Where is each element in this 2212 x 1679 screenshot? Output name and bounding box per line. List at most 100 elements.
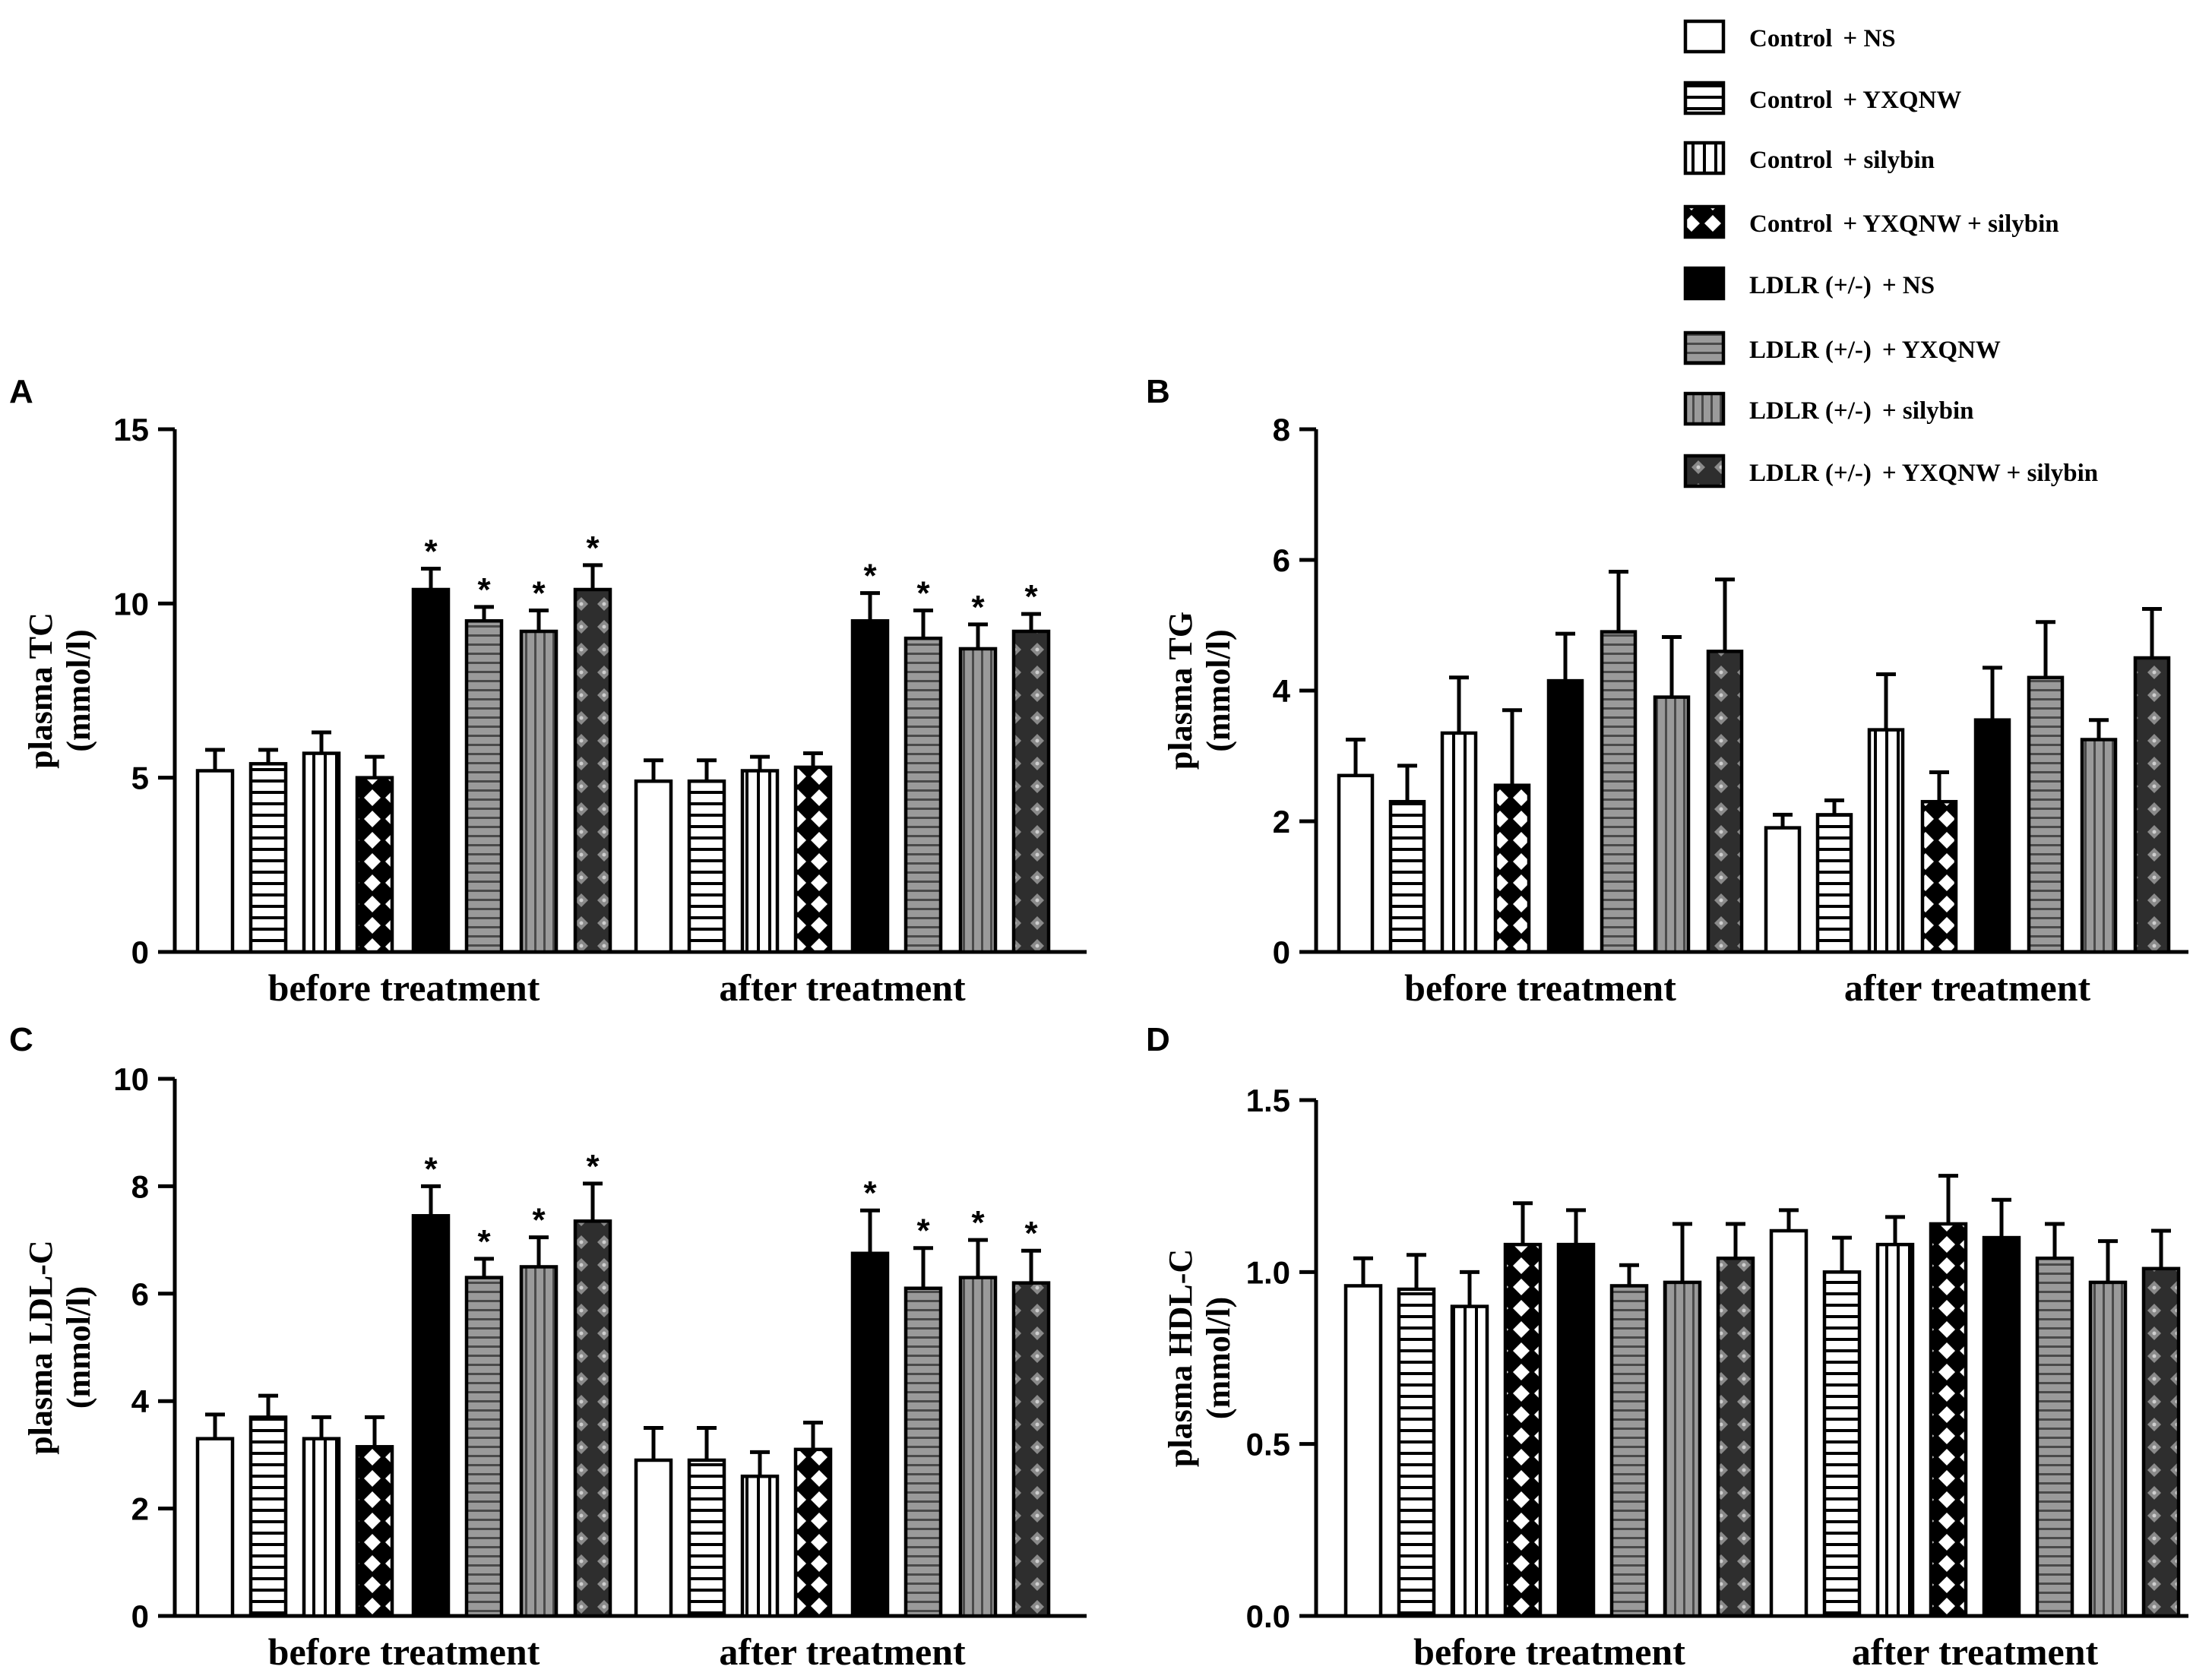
significance-star: * bbox=[424, 1150, 438, 1187]
y-axis-unit-label: (mmol/l) bbox=[1200, 629, 1237, 751]
x-category-label: before treatment bbox=[268, 966, 540, 1009]
chart-panel-d: D 0.0 0.5 1.0 1.5 plasma HDL-C (mmol/l) before … bbox=[1146, 1021, 2188, 1673]
bar bbox=[1663, 1280, 1702, 1618]
legend-item: LDLR (+/-) + YXQNW bbox=[1683, 330, 2001, 365]
bar bbox=[1815, 813, 1853, 954]
bar bbox=[355, 776, 394, 954]
bar-group-before bbox=[1337, 569, 1744, 954]
bar bbox=[411, 587, 451, 954]
bar bbox=[1609, 1284, 1649, 1618]
bar-group-before: * * * * bbox=[195, 1148, 612, 1618]
bar bbox=[1653, 695, 1691, 954]
y-tick-label: 1.5 bbox=[1246, 1083, 1290, 1118]
bar bbox=[1397, 1287, 1436, 1618]
x-category-label: before treatment bbox=[1404, 966, 1676, 1009]
legend-label: Control + YXQNW bbox=[1749, 87, 1961, 114]
panel-letter: C bbox=[9, 1021, 33, 1058]
bar bbox=[1503, 1242, 1543, 1618]
y-tick-label: 0 bbox=[131, 934, 149, 970]
bar-group-after: * * * * bbox=[634, 1175, 1051, 1618]
bar-group-before: * * * * bbox=[195, 530, 612, 954]
legend-treatment: + NS bbox=[1882, 272, 1935, 299]
legend-treatment: + silybin bbox=[1882, 397, 1974, 425]
bar bbox=[634, 779, 673, 954]
legend: Control + NS Control + YXQNW Control + silybi… bbox=[1683, 19, 2098, 489]
bar bbox=[850, 619, 890, 954]
legend-swatch bbox=[1683, 19, 1726, 54]
bar bbox=[1764, 826, 1802, 954]
significance-star: * bbox=[1024, 1215, 1038, 1252]
y-axis-label: plasma HDL-C bbox=[1162, 1249, 1199, 1467]
bar bbox=[740, 1474, 780, 1618]
bar bbox=[573, 587, 612, 954]
bar bbox=[793, 1447, 833, 1618]
y-axis-label: plasma TC bbox=[22, 612, 59, 769]
bar bbox=[519, 629, 559, 954]
significance-star: * bbox=[477, 1223, 491, 1260]
bar bbox=[1440, 731, 1478, 954]
chart-panel-c: C 0 2 4 6 8 10 plasma LDL-C (mmol/l) * * * * before t… bbox=[9, 1021, 1087, 1673]
bar-group-after: * * * * bbox=[634, 558, 1051, 954]
y-tick-label: 0.0 bbox=[1246, 1598, 1290, 1634]
legend-item: Control + YXQNW + silybin bbox=[1683, 204, 2059, 239]
significance-star: * bbox=[863, 558, 877, 595]
bar bbox=[1769, 1228, 1809, 1618]
bar bbox=[195, 769, 235, 954]
bar bbox=[573, 1219, 612, 1618]
bar-group-after bbox=[1769, 1174, 2181, 1618]
bar bbox=[1822, 1270, 1862, 1618]
y-axis-unit-label: (mmol/l) bbox=[60, 1286, 97, 1409]
bar bbox=[1867, 728, 1905, 954]
legend-swatch bbox=[1683, 266, 1726, 301]
bar bbox=[634, 1458, 673, 1618]
y-tick-label: 0.5 bbox=[1246, 1427, 1290, 1462]
bar bbox=[519, 1265, 559, 1618]
legend-label: Control + YXQNW + silybin bbox=[1749, 210, 2059, 238]
bar bbox=[2080, 738, 2118, 954]
chart-panel-a: A 0 5 10 15 plasma TC (mmol/l) * * * * before treat… bbox=[9, 373, 1087, 1009]
legend-group: LDLR (+/-) bbox=[1749, 460, 1872, 487]
bar bbox=[464, 619, 504, 954]
y-tick-label: 1.0 bbox=[1246, 1254, 1290, 1290]
legend-label: Control + NS bbox=[1749, 25, 1896, 52]
legend-group: LDLR (+/-) bbox=[1749, 337, 1872, 364]
y-tick-label: 4 bbox=[131, 1383, 150, 1419]
y-axis-label: plasma TG bbox=[1162, 612, 1199, 770]
significance-star: * bbox=[971, 1204, 985, 1241]
y-axis-unit-label: (mmol/l) bbox=[1200, 1297, 1237, 1419]
bar bbox=[958, 1276, 998, 1618]
bar bbox=[1337, 773, 1375, 954]
bar bbox=[1706, 650, 1744, 954]
bar bbox=[248, 1415, 288, 1618]
bar bbox=[302, 1437, 341, 1618]
legend-treatment: + YXQNW + silybin bbox=[1843, 210, 2059, 238]
x-category-label: after treatment bbox=[719, 1630, 966, 1673]
legend-swatch bbox=[1683, 81, 1726, 115]
y-tick-label: 6 bbox=[131, 1276, 149, 1312]
x-category-label: before treatment bbox=[268, 1630, 540, 1673]
y-tick-label: 2 bbox=[131, 1491, 149, 1527]
significance-star: * bbox=[863, 1175, 877, 1212]
bar bbox=[2035, 1256, 2074, 1618]
bar bbox=[958, 647, 998, 954]
legend-group: Control bbox=[1749, 25, 1832, 52]
bar bbox=[1600, 630, 1638, 954]
bar bbox=[687, 1458, 726, 1618]
significance-star: * bbox=[477, 571, 491, 609]
legend-item: Control + NS bbox=[1683, 19, 1896, 54]
y-tick-label: 0 bbox=[131, 1598, 149, 1634]
bar-group-after bbox=[1764, 607, 2171, 954]
bar bbox=[1011, 629, 1051, 954]
bar bbox=[850, 1251, 890, 1618]
panel-letter: A bbox=[9, 373, 33, 410]
significance-star: * bbox=[916, 1213, 930, 1250]
significance-star: * bbox=[586, 1148, 600, 1185]
legend-group: LDLR (+/-) bbox=[1749, 397, 1872, 425]
bar bbox=[2088, 1280, 2128, 1618]
x-category-label: after treatment bbox=[1852, 1630, 2099, 1673]
y-tick-label: 0 bbox=[1273, 934, 1290, 970]
bar bbox=[195, 1437, 235, 1618]
legend-item: Control + YXQNW bbox=[1683, 81, 1961, 115]
bar bbox=[1875, 1242, 1915, 1618]
